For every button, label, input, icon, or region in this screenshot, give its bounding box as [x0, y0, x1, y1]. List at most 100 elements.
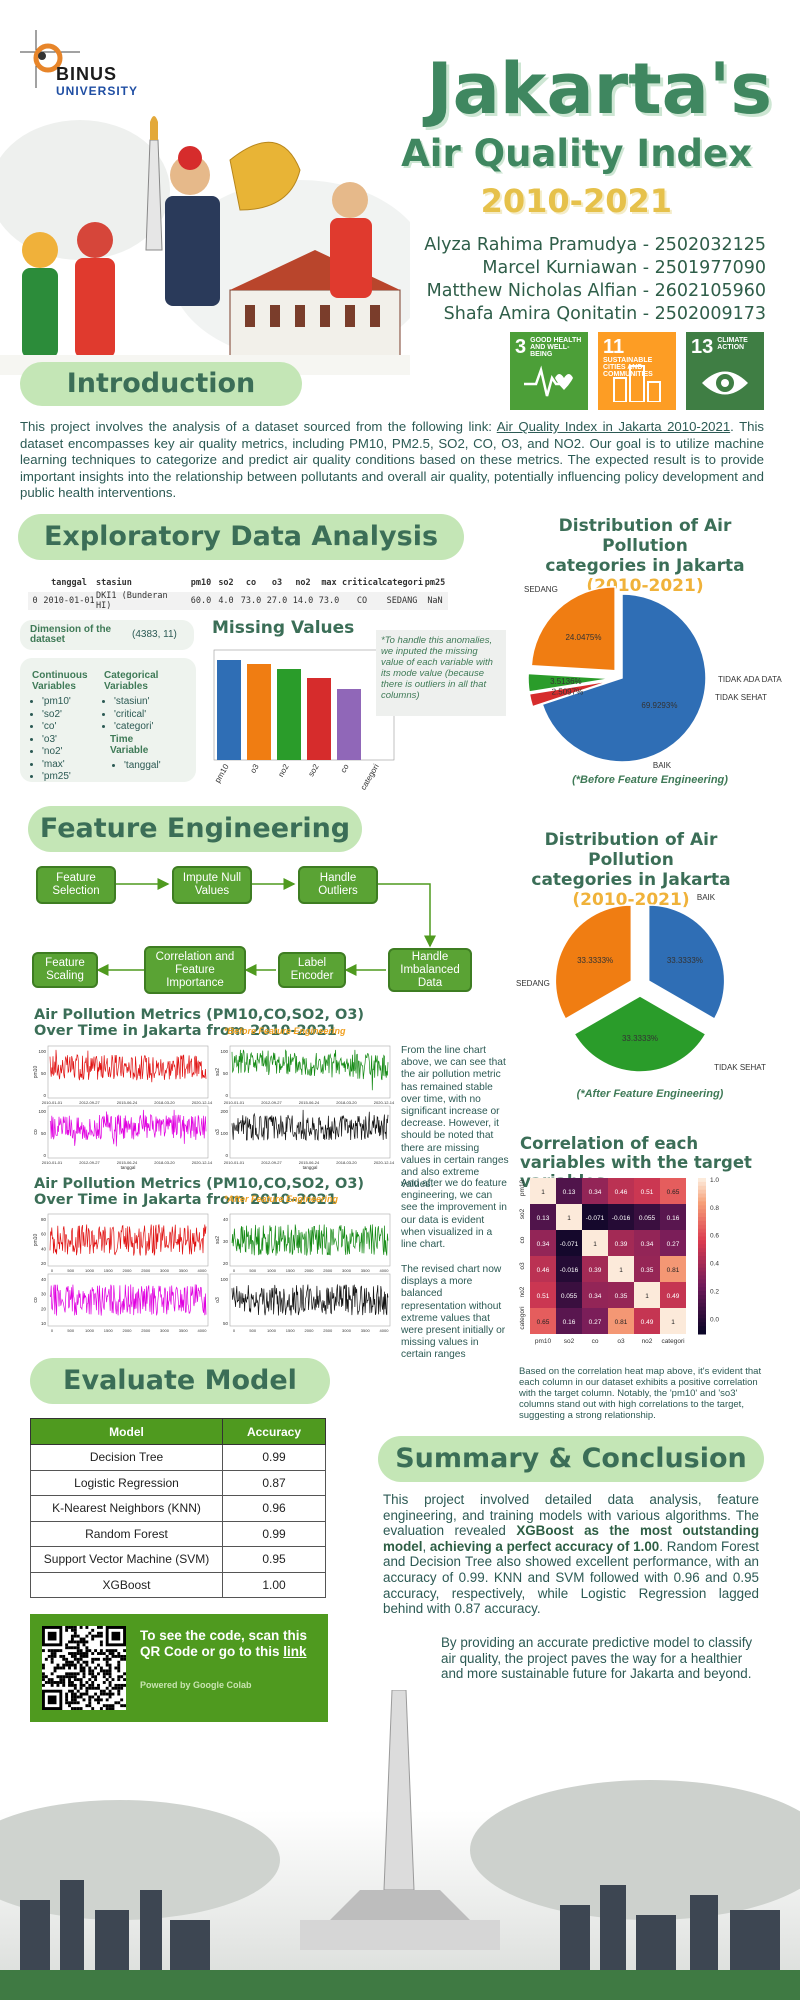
summary-text-1: This project involved detailed data anal…	[383, 1492, 759, 1617]
colorbar-segment	[698, 1248, 706, 1253]
title-years: 2010-2021	[480, 182, 672, 220]
missing-bar-o3	[247, 664, 271, 760]
dataframe-preview: tanggal stasiun pm10 so2 co o3 no2 max critical c…	[28, 574, 448, 611]
pie-value-label: 24.0475%	[565, 633, 601, 642]
code-link[interactable]: link	[283, 1644, 307, 1659]
heatmap-value: 0.13	[537, 1215, 550, 1222]
qr-module	[68, 1646, 71, 1650]
qr-module	[70, 1634, 74, 1638]
qr-code-icon[interactable]	[42, 1626, 126, 1710]
evaluation-row: Logistic Regression 0.87	[30, 1469, 326, 1496]
colorbar-tick: 0.6	[710, 1233, 719, 1240]
variables-box: Continuous Variables 'pm10''so2''co''o3'…	[20, 658, 196, 782]
ts-ytick: 30	[223, 1239, 229, 1244]
eda-heading: Exploratory Data Analysis	[18, 514, 464, 560]
heatmap-cell	[582, 1308, 608, 1334]
pie-after-title-2: categories in Jakarta	[531, 870, 731, 890]
qr-module	[73, 1631, 77, 1635]
colorbar-segment	[698, 1197, 706, 1202]
heatmap-value: 0.46	[537, 1267, 550, 1274]
introduction-heading: Introduction	[20, 362, 302, 406]
qr-module	[85, 1681, 89, 1684]
colorbar-tick: 0.4	[710, 1261, 719, 1268]
qr-module	[79, 1686, 83, 1690]
continuous-variable: 'so2'	[42, 709, 71, 722]
pie-value-label: 33.3333%	[577, 956, 613, 965]
qr-module	[76, 1695, 80, 1699]
qr-module	[85, 1692, 89, 1696]
sdg-11-badge: 11 SUSTAINABLE CITIES AND COMMUNITIES	[598, 332, 676, 410]
qr-module	[68, 1689, 71, 1693]
qr-module	[105, 1678, 109, 1682]
qr-module	[99, 1634, 103, 1638]
dataframe-row: 0 2010-01-01 DKI1 (Bunderan HI) 60.0 4.0 73.0…	[28, 591, 448, 611]
qr-module	[108, 1672, 112, 1676]
qr-module	[123, 1654, 126, 1658]
pie-value-label: 33.3333%	[622, 1034, 658, 1043]
heatmap-cell	[556, 1230, 582, 1256]
categorical-variable: 'categori'	[114, 721, 153, 734]
qr-module	[82, 1669, 86, 1673]
qr-module	[47, 1654, 51, 1658]
heatmap-value: 1	[645, 1293, 649, 1300]
ts-xtick: 1000	[85, 1328, 95, 1333]
ts-before-title: Air Pollution Metrics (PM10,CO,SO2, O3) …	[34, 1007, 394, 1039]
qr-module	[62, 1681, 66, 1684]
correlation-heatmap: 1 0.13 0.34 0.46 0.51 0.65 0.13 1 -0.071 -0.016 0.…	[519, 1177, 719, 1345]
df-row-cell: DKI1 (Bunderan HI)	[96, 591, 168, 611]
qr-module	[79, 1626, 83, 1629]
heatmap-value: 0.35	[615, 1293, 628, 1300]
ts-xtick: 1500	[104, 1328, 114, 1333]
pie-before-title-2: categories in Jakarta	[545, 556, 745, 576]
qr-module	[59, 1681, 63, 1684]
dataset-link[interactable]: Air Quality Index in Jakarta 2010-2021	[496, 419, 731, 434]
missing-tick-co: co	[339, 762, 351, 774]
qr-module	[65, 1672, 69, 1676]
colorbar-segment	[698, 1275, 706, 1280]
ts-ytick: 40	[223, 1217, 229, 1222]
ts-xtick: 2015-06-24	[299, 1100, 320, 1105]
ts-ytick: 100	[38, 1049, 46, 1054]
qr-module	[70, 1683, 74, 1687]
qr-module	[76, 1640, 80, 1644]
heatmap-col-label: o3	[617, 1338, 625, 1345]
qr-module	[97, 1695, 100, 1699]
qr-module	[70, 1695, 74, 1699]
ts-xtick: 2010-01-01	[224, 1100, 245, 1105]
qr-module	[108, 1692, 112, 1696]
colorbar-segment	[698, 1295, 706, 1300]
introduction-text: This project involves the analysis of a …	[20, 419, 764, 502]
qr-module	[99, 1640, 103, 1644]
qr-module	[99, 1652, 103, 1655]
ts-xlabel: tanggal	[121, 1165, 136, 1170]
qr-module	[123, 1657, 126, 1661]
qr-module	[79, 1707, 83, 1710]
pie-before-chart: 69.9293% SEDANG 2.5097% TIDAK ADA DATA 3.513…	[524, 585, 782, 770]
qr-module	[82, 1660, 86, 1664]
colorbar-segment	[698, 1330, 706, 1335]
qr-module	[123, 1672, 126, 1676]
qr-module	[99, 1692, 103, 1696]
pie-slice-baik	[647, 904, 726, 1021]
qr-module	[50, 1654, 54, 1658]
ts-line-co	[49, 1284, 207, 1316]
qr-text: To see the code, scan this QR Code or go…	[140, 1628, 320, 1660]
qr-module	[117, 1701, 121, 1705]
qr-module	[99, 1631, 103, 1635]
qr-module	[120, 1686, 124, 1690]
missing-bar-co	[337, 689, 361, 760]
qr-module	[68, 1663, 71, 1667]
colorbar-segment	[698, 1228, 706, 1234]
qr-module	[62, 1666, 66, 1670]
ts-xtick: 2500	[141, 1328, 151, 1333]
qr-module	[117, 1675, 121, 1679]
qr-module	[56, 1663, 60, 1667]
qr-module	[88, 1695, 92, 1699]
heatmap-cell	[608, 1308, 634, 1334]
qr-module	[108, 1649, 112, 1653]
df-row-cell: 60.0	[190, 596, 212, 606]
heatmap-cell	[556, 1204, 582, 1230]
qr-module	[68, 1660, 71, 1664]
heatmap-value: 0.34	[537, 1241, 550, 1248]
qr-module	[65, 1675, 69, 1679]
